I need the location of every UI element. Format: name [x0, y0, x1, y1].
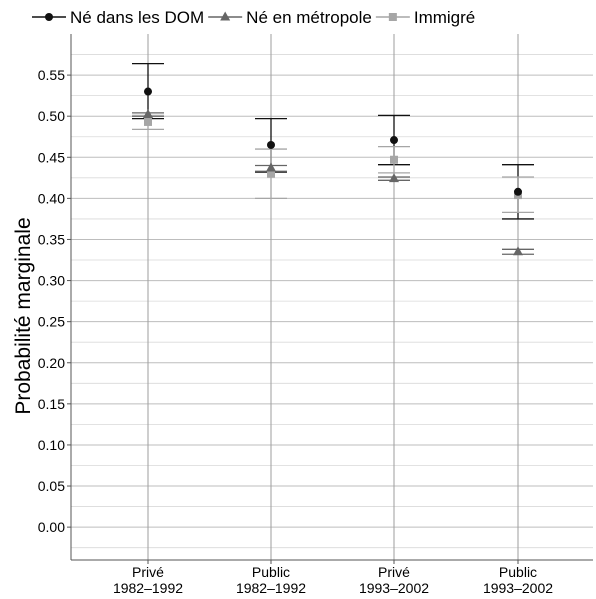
legend-marker: [220, 11, 231, 21]
y-tick-label: 0.40: [38, 190, 65, 206]
y-axis-ticks: 0.00 0.05 0.10 0.15 0.20 0.25 0.30 0.35 0.40 0.45…: [38, 67, 71, 535]
data-point: [267, 140, 275, 149]
data-point: [389, 173, 399, 183]
legend-marker: [388, 13, 397, 21]
data-points: [143, 87, 523, 256]
data-point: [390, 136, 398, 145]
y-tick-label: 0.00: [38, 519, 65, 535]
y-axis-title: Probabilité marginale: [12, 217, 35, 414]
data-point: [266, 162, 276, 172]
y-tick-label: 0.55: [38, 67, 65, 83]
data-point: [144, 117, 152, 126]
legend: Né dans les DOM Né en métropole Immigré: [32, 8, 475, 27]
data-point: [390, 155, 398, 164]
x-axis-ticks: Privé1982–1992Public1982–1992Privé1993–2…: [113, 560, 553, 596]
legend-label: Né en métropole: [246, 8, 372, 27]
x-tick-label: Public: [252, 564, 290, 580]
data-point: [267, 169, 275, 178]
legend-label: Né dans les DOM: [70, 8, 204, 27]
x-tick-label: Public: [499, 564, 537, 580]
data-point: [513, 246, 523, 256]
x-tick-label: 1993–2002: [483, 580, 553, 596]
x-tick-label: Privé: [378, 564, 410, 580]
y-tick-label: 0.05: [38, 478, 65, 494]
data-point: [143, 109, 153, 119]
y-tick-label: 0.15: [38, 396, 65, 412]
grid: [70, 34, 593, 561]
y-tick-label: 0.35: [38, 231, 65, 247]
y-tick-label: 0.20: [38, 355, 65, 371]
y-tick-label: 0.30: [38, 273, 65, 289]
x-tick-label: Privé: [132, 564, 164, 580]
y-tick-label: 0.45: [38, 149, 65, 165]
data-point: [144, 87, 152, 96]
y-tick-label: 0.25: [38, 314, 65, 330]
legend-label: Immigré: [414, 8, 475, 27]
y-tick-label: 0.10: [38, 437, 65, 453]
x-tick-label: 1982–1992: [236, 580, 306, 596]
legend-marker: [45, 13, 53, 21]
x-tick-label: 1982–1992: [113, 580, 183, 596]
x-tick-label: 1993–2002: [359, 580, 429, 596]
y-tick-label: 0.50: [38, 108, 65, 124]
data-point: [514, 187, 522, 196]
